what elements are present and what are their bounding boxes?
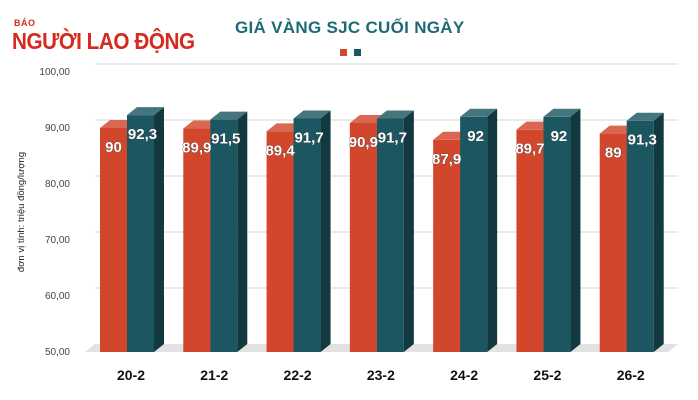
bar-top — [127, 107, 164, 116]
data-label: 89,7 — [515, 141, 544, 158]
y-tick-label: 60,00 — [45, 291, 70, 302]
legend-swatch-series-2 — [354, 49, 361, 56]
y-axis-label: đơn vị tính: triệu đồng/lượng — [16, 152, 27, 272]
bar-side — [653, 112, 664, 352]
y-tick-label: 80,00 — [45, 179, 70, 190]
bar — [599, 133, 627, 352]
chart-legend — [340, 49, 361, 57]
data-label: 89,4 — [265, 142, 295, 159]
data-label: 91,7 — [294, 129, 323, 146]
data-label: 90 — [105, 139, 122, 156]
data-label: 91,7 — [378, 129, 407, 146]
logo-small-text: BÁO — [14, 18, 36, 28]
bar — [626, 120, 654, 352]
bar-side — [403, 110, 414, 352]
bar — [433, 139, 461, 352]
y-tick-label: 50,00 — [45, 347, 70, 358]
legend-swatch-series-1 — [340, 49, 347, 56]
bar-top — [210, 111, 248, 120]
bar — [543, 116, 571, 352]
chart-title: GIÁ VÀNG SJC CUỐI NGÀY — [235, 18, 465, 37]
newspaper-logo: BÁO NGƯỜI LAO ĐỘNG — [10, 18, 195, 60]
data-label: 89 — [605, 145, 622, 162]
data-label: 91,3 — [628, 132, 657, 149]
bar-side — [487, 108, 498, 352]
bar-top — [293, 110, 331, 119]
y-tick-label: 70,00 — [45, 235, 70, 246]
x-tick-label: 20-2 — [117, 367, 145, 383]
x-tick-label: 22-2 — [284, 367, 312, 383]
data-label: 92 — [551, 128, 568, 145]
bar-top — [626, 112, 664, 121]
x-tick-label: 21-2 — [200, 367, 228, 383]
data-label: 91,5 — [211, 131, 240, 148]
x-tick-label: 23-2 — [367, 367, 395, 383]
x-tick-label: 26-2 — [617, 367, 645, 383]
y-tick-label: 90,00 — [45, 123, 70, 134]
data-label: 90,9 — [349, 134, 378, 151]
bar-side — [320, 110, 331, 352]
data-label: 87,9 — [432, 151, 461, 168]
data-label: 92 — [467, 128, 484, 145]
bar — [349, 122, 377, 353]
bar — [127, 115, 154, 353]
bar-side — [154, 107, 164, 353]
bar-top — [543, 108, 581, 117]
x-tick-label: 24-2 — [450, 367, 478, 383]
bar — [516, 129, 544, 352]
bar-top — [376, 110, 414, 119]
bar — [293, 118, 321, 352]
bar-side — [570, 108, 581, 352]
bar — [210, 119, 238, 352]
bar — [460, 116, 488, 352]
logo-main-text: NGƯỜI LAO ĐỘNG — [12, 28, 195, 54]
y-tick-label: 100,00 — [39, 67, 70, 78]
data-label: 89,9 — [182, 140, 211, 157]
bar-side — [237, 111, 248, 352]
data-label: 92,3 — [128, 126, 157, 143]
bar — [100, 128, 127, 352]
bar — [376, 118, 404, 352]
x-tick-label: 25-2 — [533, 367, 561, 383]
bar-top — [460, 108, 498, 117]
bar — [266, 131, 294, 352]
bar — [183, 128, 211, 352]
